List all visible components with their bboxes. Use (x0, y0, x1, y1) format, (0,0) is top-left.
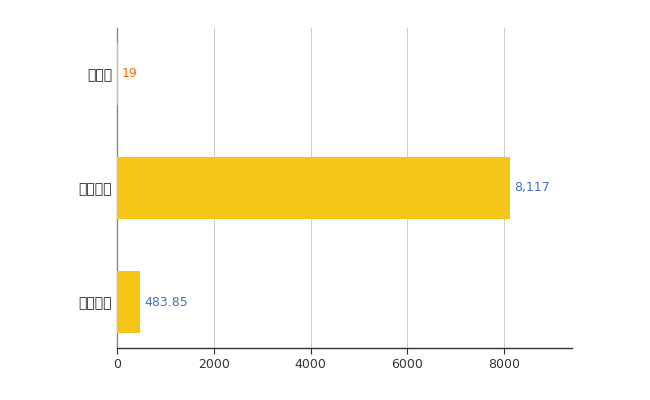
Text: 483.85: 483.85 (144, 296, 188, 308)
Text: 19: 19 (122, 68, 138, 80)
Bar (117, 157, 510, 219)
Bar (117, 271, 140, 334)
Text: 8,117: 8,117 (514, 182, 549, 194)
Bar (117, 42, 118, 105)
